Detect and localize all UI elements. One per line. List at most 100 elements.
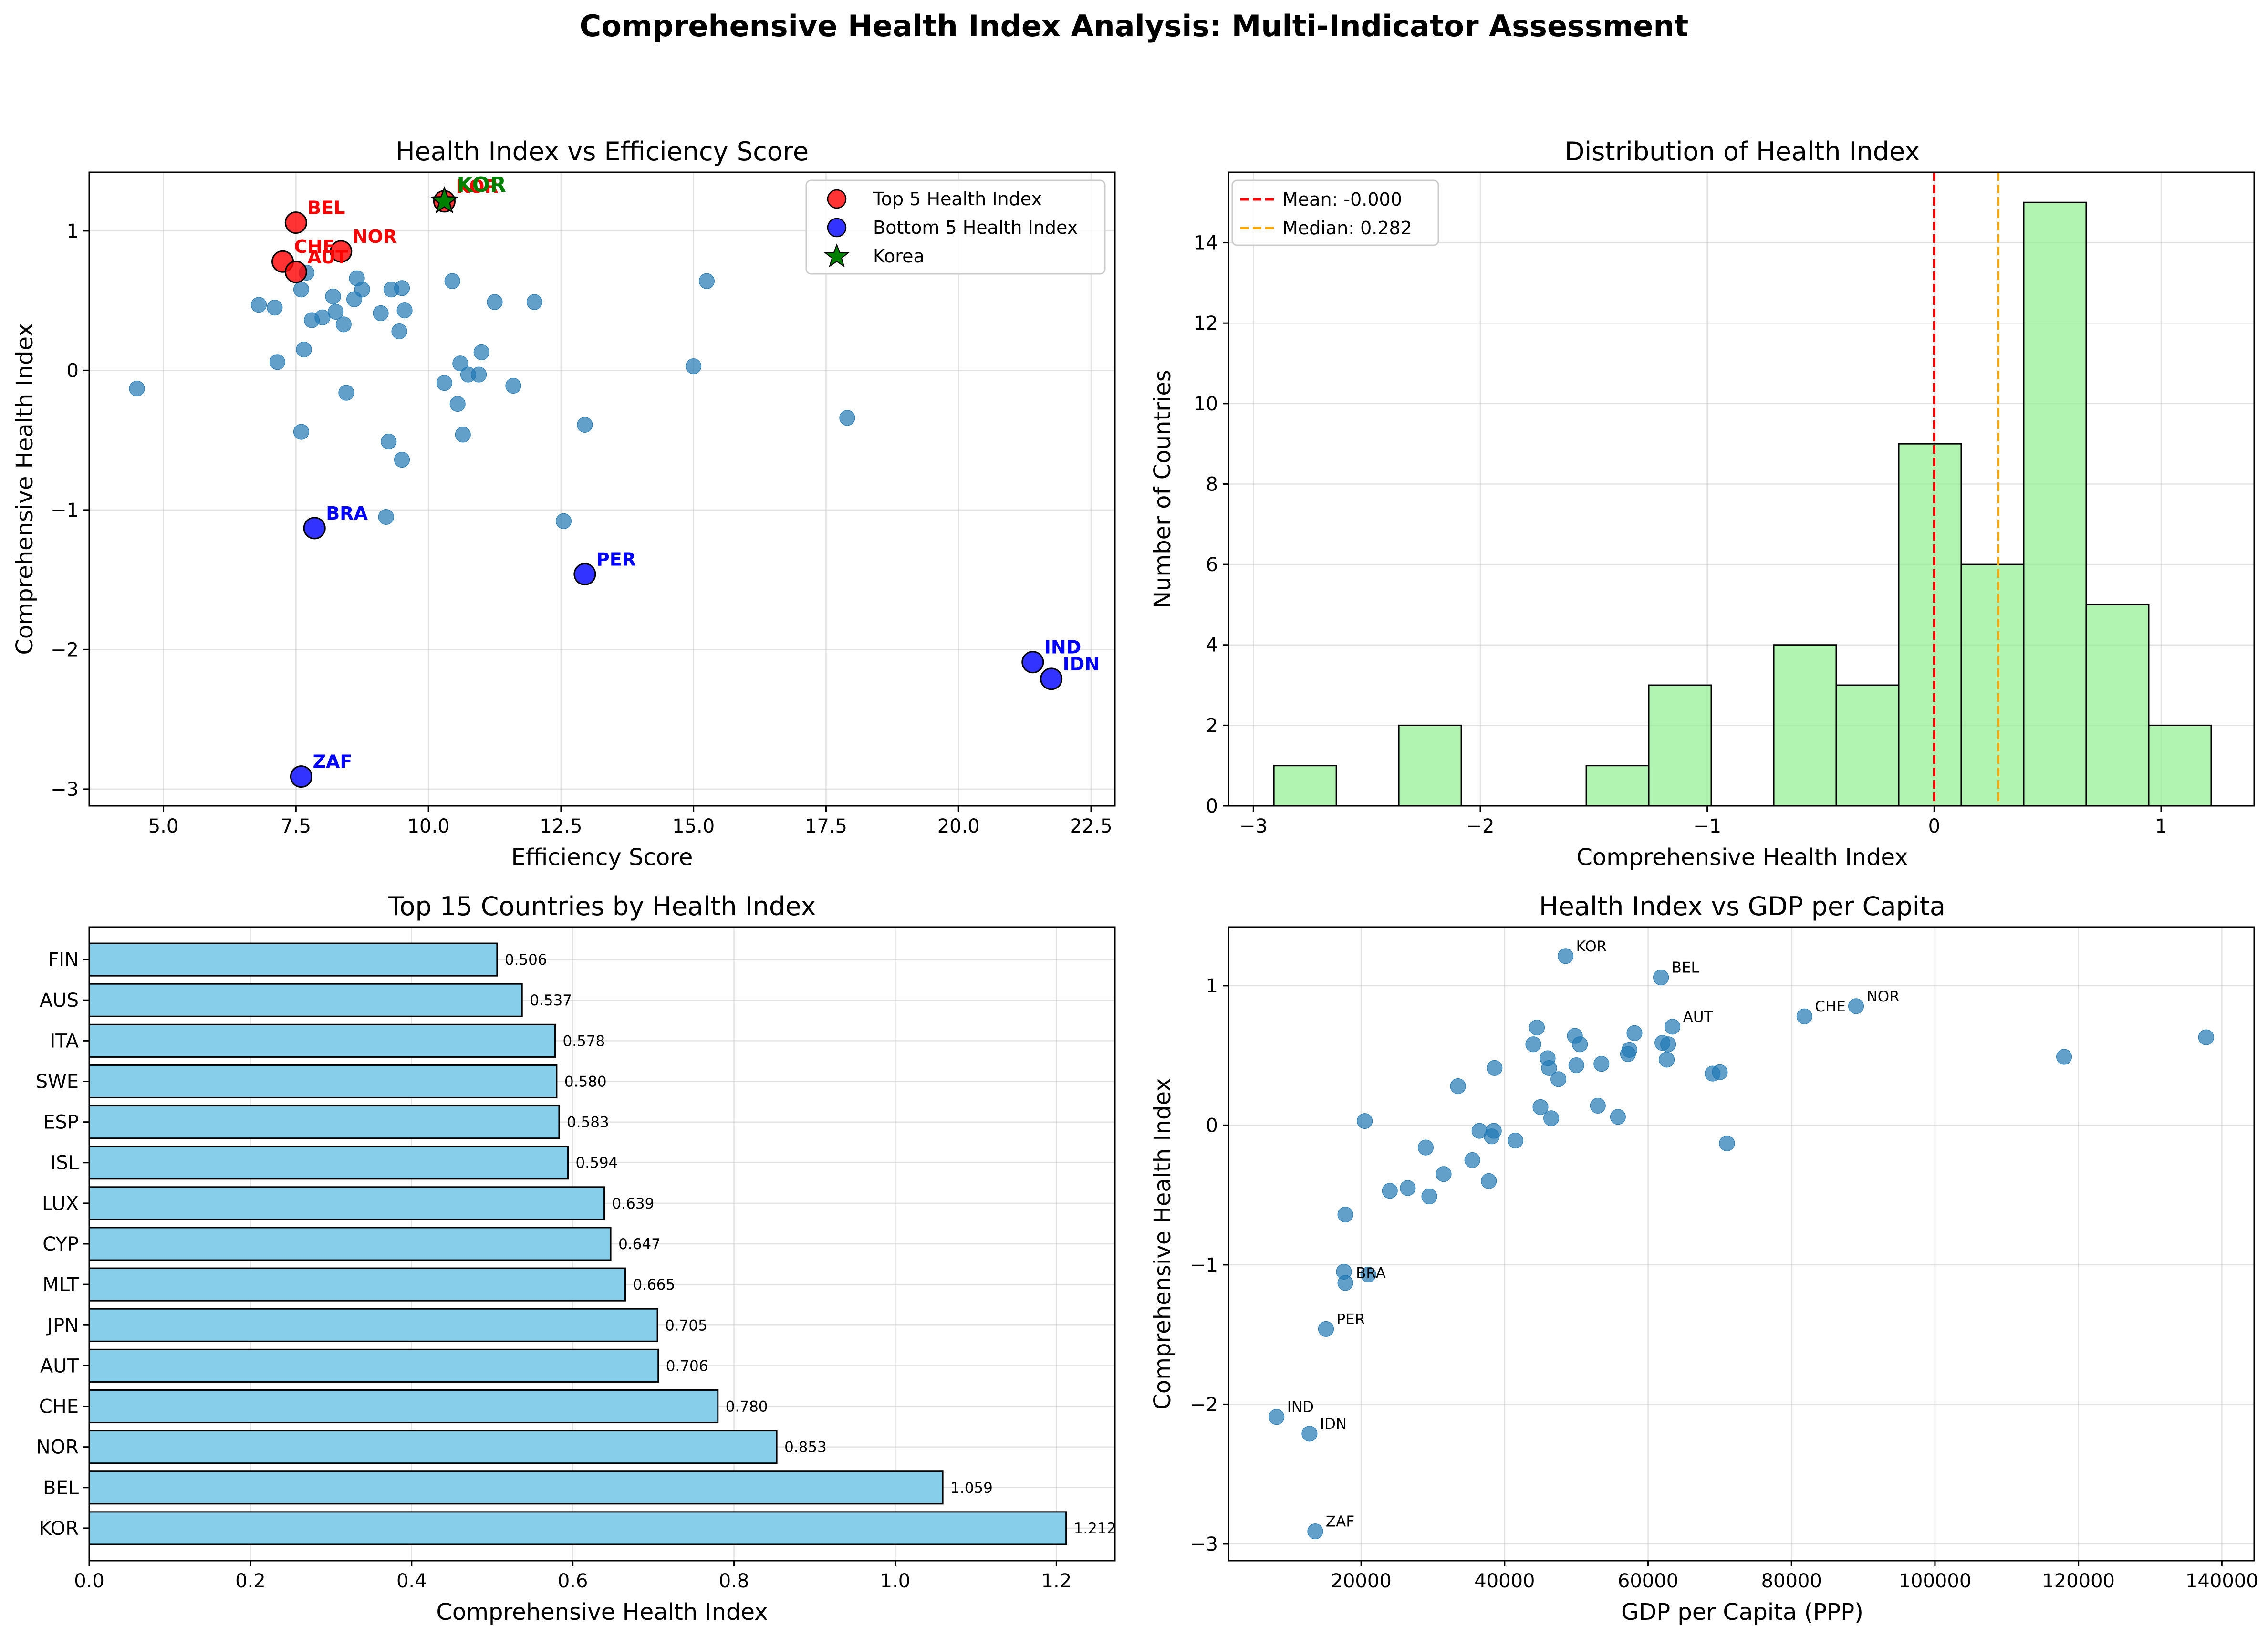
- top5-label-kor: KOR: [456, 176, 498, 197]
- histogram-bar: [2085, 604, 2150, 807]
- efficiency-data-point: [328, 304, 344, 320]
- top15-value-label: 0.639: [612, 1195, 655, 1212]
- efficiency-x-tick-label: 5.0: [148, 815, 179, 837]
- bottom5-label-idn: IDN: [1063, 654, 1100, 675]
- distribution-x-tick-label: −1: [1693, 815, 1721, 837]
- efficiency-data-point: [444, 273, 460, 289]
- efficiency-data-point: [487, 294, 503, 310]
- gdp-x-tick-label: 120000: [2042, 1570, 2115, 1592]
- top15-value-label: 0.780: [726, 1398, 768, 1416]
- efficiency-y-tick-label: −1: [51, 500, 79, 521]
- efficiency-data-point: [436, 375, 452, 391]
- distribution-y-tick-label: 0: [1206, 795, 1218, 817]
- efficiency-data-point: [555, 513, 572, 529]
- legend-mean-label: Mean: -0.000: [1282, 189, 1402, 210]
- distribution-x-axis-label: Comprehensive Health Index: [1576, 844, 1908, 871]
- gdp-label-idn: IDN: [1320, 1416, 1347, 1433]
- histogram-bar: [1835, 684, 1900, 807]
- bottom5-point-per: [573, 563, 596, 585]
- gdp-data-point: [1621, 1042, 1637, 1058]
- gdp-data-point: [1450, 1078, 1466, 1094]
- top15-value-label: 0.580: [564, 1073, 607, 1090]
- gdp-point-bel: [1653, 970, 1669, 986]
- top5-point-bel: [284, 211, 307, 234]
- gdp-x-tick-label: 100000: [1899, 1570, 1972, 1592]
- distribution-y-tick-label: 12: [1194, 313, 1218, 334]
- efficiency-data-point: [129, 380, 145, 396]
- efficiency-chart-title: Health Index vs Efficiency Score: [395, 136, 809, 167]
- gdp-data-point: [1417, 1139, 1434, 1156]
- gdp-axes-frame: [1228, 926, 2255, 1562]
- gdp-point-che: [1796, 1008, 1812, 1024]
- efficiency-data-point: [267, 300, 283, 316]
- distribution-x-tick-label: 1: [2155, 815, 2167, 837]
- gdp-data-point: [2198, 1029, 2214, 1045]
- top15-category-label: AUT: [40, 1355, 79, 1377]
- bottom5-point-zaf: [290, 765, 312, 788]
- efficiency-x-tick-label: 17.5: [805, 815, 847, 837]
- top15-x-tick-label: 0.2: [235, 1570, 266, 1592]
- bottom5-label-bra: BRA: [326, 503, 368, 524]
- gdp-label-kor: KOR: [1576, 938, 1607, 955]
- efficiency-data-point: [394, 452, 410, 468]
- gdp-data-point: [1626, 1025, 1643, 1041]
- gdp-y-tick-label: −2: [1190, 1394, 1218, 1416]
- top15-x-axis-label: Comprehensive Health Index: [436, 1599, 768, 1626]
- top15-x-tick-label: 1.0: [880, 1570, 911, 1592]
- top15-category-label: KOR: [39, 1518, 79, 1540]
- gdp-data-point: [1572, 1036, 1588, 1053]
- top15-category-label: SWE: [36, 1071, 79, 1093]
- panel-distribution-histogram: Distribution of Health Index −3 −2 −1 0 1024…: [1149, 136, 2255, 871]
- gdp-data-point: [1593, 1056, 1610, 1072]
- histogram-bar: [1960, 563, 2025, 807]
- gdp-data-point: [1400, 1180, 1416, 1196]
- efficiency-x-tick-label: 10.0: [407, 815, 450, 837]
- top15-category-label: BEL: [43, 1477, 79, 1499]
- gdp-data-point: [1382, 1183, 1398, 1199]
- top15-category-label: LUX: [42, 1193, 79, 1215]
- top15-value-label: 1.059: [950, 1480, 993, 1497]
- efficiency-data-point: [335, 316, 352, 333]
- gdp-y-tick-label: 0: [1206, 1115, 1218, 1137]
- efficiency-data-point: [577, 417, 593, 433]
- legend-top5-marker: [827, 189, 847, 209]
- legend-bottom5-label: Bottom 5 Health Index: [873, 217, 1078, 238]
- top15-value-label: 0.665: [633, 1276, 675, 1293]
- efficiency-data-point: [526, 294, 542, 310]
- distribution-y-tick-label: 14: [1194, 232, 1218, 254]
- efficiency-y-tick-label: 1: [67, 220, 79, 242]
- efficiency-axes-frame: [88, 171, 1116, 807]
- top15-category-label: JPN: [46, 1314, 79, 1336]
- gdp-point-ind: [1269, 1409, 1285, 1425]
- efficiency-x-tick-label: 22.5: [1070, 815, 1112, 837]
- efficiency-x-axis-label: Efficiency Score: [511, 844, 693, 871]
- legend-bottom5-marker: [827, 218, 847, 238]
- efficiency-data-point: [296, 341, 312, 357]
- legend-korea-label: Korea: [873, 246, 925, 267]
- gdp-point-nor: [1848, 998, 1864, 1014]
- gdp-data-point: [1590, 1097, 1606, 1114]
- efficiency-data-point: [455, 427, 471, 443]
- distribution-y-tick-label: 2: [1206, 715, 1218, 737]
- top5-point-nor: [330, 240, 353, 263]
- top15-x-tick-label: 1.2: [1041, 1570, 1072, 1592]
- bottom5-label-per: PER: [596, 549, 636, 570]
- gdp-data-point: [1360, 1266, 1376, 1282]
- gdp-data-point: [1568, 1057, 1584, 1074]
- top15-category-label: FIN: [48, 949, 79, 971]
- efficiency-data-point: [354, 282, 370, 298]
- efficiency-data-point: [338, 385, 354, 401]
- distribution-y-tick-label: 4: [1206, 635, 1218, 657]
- gdp-x-tick-label: 20000: [1331, 1570, 1392, 1592]
- top15-value-label: 0.506: [505, 951, 547, 969]
- top15-bar-lux: [88, 1186, 605, 1220]
- gdp-data-point: [1550, 1071, 1567, 1087]
- top15-category-label: NOR: [36, 1437, 79, 1459]
- histogram-bar: [1773, 644, 1837, 807]
- histogram-bar: [1273, 765, 1337, 807]
- top15-category-label: ITA: [50, 1030, 79, 1052]
- distribution-y-axis-label: Number of Countries: [1149, 370, 1176, 608]
- top15-bar-cyp: [88, 1227, 612, 1261]
- gdp-point-kor: [1558, 948, 1574, 964]
